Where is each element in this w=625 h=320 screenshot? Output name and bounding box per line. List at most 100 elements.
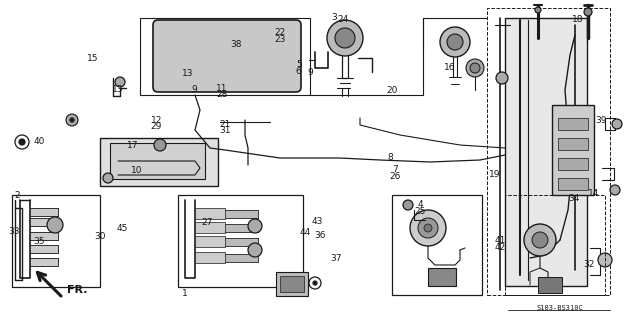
Text: 45: 45 [116,224,128,233]
Circle shape [424,224,432,232]
Text: 18: 18 [572,15,584,24]
Text: 14: 14 [588,189,599,198]
Circle shape [496,72,508,84]
Text: 27: 27 [202,218,213,227]
Text: 5: 5 [296,60,302,68]
Text: 17: 17 [127,141,138,150]
Text: 16: 16 [444,63,456,72]
Circle shape [70,118,74,122]
Bar [552,105,594,195]
Circle shape [169,38,183,52]
Text: 1: 1 [181,289,188,298]
Circle shape [115,77,125,87]
Text: 9: 9 [191,85,197,94]
Circle shape [66,114,78,126]
Text: S103-BS310C: S103-BS310C [537,305,583,311]
Circle shape [584,8,592,16]
Circle shape [535,7,541,13]
Text: 22: 22 [274,28,286,36]
Circle shape [167,64,177,74]
Bar [280,276,304,292]
Text: 9: 9 [307,68,313,76]
Circle shape [248,219,262,233]
Circle shape [103,173,113,183]
Text: 13: 13 [182,68,194,77]
Circle shape [403,200,413,210]
Text: 26: 26 [389,172,401,181]
Circle shape [524,224,556,256]
Text: 25: 25 [414,207,426,216]
Text: 36: 36 [314,231,326,240]
Text: 21: 21 [219,120,231,129]
Circle shape [248,243,262,257]
Text: 31: 31 [219,126,231,135]
Circle shape [277,42,287,52]
Circle shape [418,218,438,238]
Circle shape [19,139,25,145]
Circle shape [313,281,317,285]
Text: 41: 41 [494,236,506,245]
Bar [12,195,100,287]
Bar [558,138,588,150]
Bar [30,245,58,253]
Text: 11: 11 [216,84,227,92]
Text: 10: 10 [131,166,142,175]
Circle shape [327,20,363,56]
Bar [178,195,303,287]
Bar [195,236,225,247]
Circle shape [440,27,470,57]
Bar [538,277,562,293]
Bar [110,143,205,179]
Bar [392,195,482,295]
Text: 13: 13 [112,85,123,94]
Bar [505,195,605,295]
Text: 32: 32 [583,260,594,269]
Bar [558,158,588,170]
Bar [505,18,587,286]
Bar [225,224,258,232]
Text: 19: 19 [489,170,501,179]
Bar [558,118,588,130]
Text: 20: 20 [387,86,398,95]
Circle shape [610,185,620,195]
Bar [225,238,258,246]
Circle shape [154,139,166,151]
Circle shape [470,63,480,73]
Text: 6: 6 [296,67,302,76]
Text: 37: 37 [331,254,342,263]
Text: 2: 2 [15,191,21,200]
Text: 33: 33 [8,227,19,236]
Text: 30: 30 [94,232,106,241]
Bar [225,210,258,218]
Circle shape [466,59,484,77]
Circle shape [612,119,622,129]
Bar [140,18,310,95]
Text: 35: 35 [33,237,44,246]
Text: 12: 12 [151,116,162,124]
Bar [225,254,258,262]
Bar [30,258,58,266]
Text: 23: 23 [274,35,286,44]
Text: FR.: FR. [67,285,88,295]
Text: 40: 40 [33,137,44,146]
Text: 15: 15 [87,54,98,63]
Bar [558,178,588,190]
Text: 38: 38 [231,40,242,49]
Text: 43: 43 [312,217,323,226]
Text: 7: 7 [392,165,398,174]
FancyBboxPatch shape [153,20,301,92]
Text: 44: 44 [299,228,311,237]
Circle shape [532,232,548,248]
Text: 8: 8 [388,153,394,162]
Text: 24: 24 [337,15,348,24]
Ellipse shape [187,36,267,66]
Text: 34: 34 [568,194,579,203]
Circle shape [410,210,446,246]
Circle shape [335,28,355,48]
Bar [276,272,308,296]
Bar [195,222,225,233]
Circle shape [447,34,463,50]
Bar [195,208,225,219]
Bar [487,8,610,295]
Text: 39: 39 [596,116,607,124]
